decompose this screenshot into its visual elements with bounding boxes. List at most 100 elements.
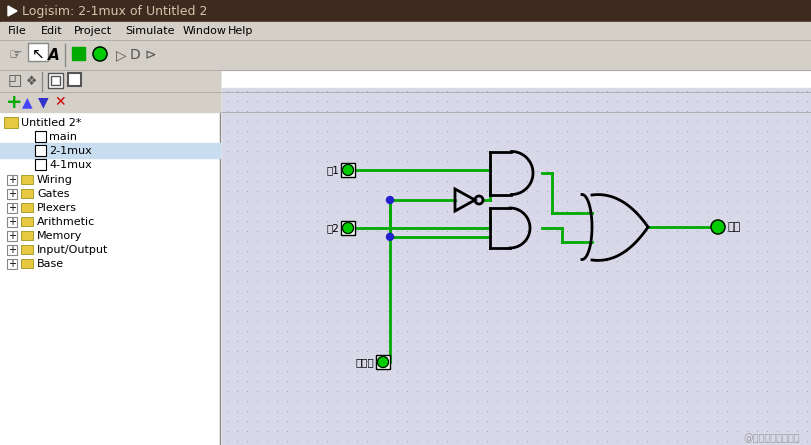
Point	[640, 307, 653, 315]
Point	[710, 388, 723, 395]
Point	[540, 337, 553, 344]
Point	[800, 297, 811, 304]
Point	[320, 117, 333, 125]
Point	[620, 368, 633, 375]
Point	[280, 198, 293, 205]
Point	[450, 397, 463, 405]
Point	[230, 227, 243, 235]
Point	[550, 328, 563, 335]
Bar	[0, 92, 220, 112]
Point	[400, 138, 413, 145]
Point	[370, 227, 383, 235]
Point	[360, 127, 373, 134]
Point	[330, 287, 343, 295]
Point	[680, 158, 693, 165]
Point	[740, 247, 753, 255]
Point	[650, 187, 663, 194]
Point	[629, 317, 642, 324]
Point	[400, 158, 413, 165]
Bar	[35, 159, 46, 170]
Point	[740, 158, 753, 165]
Point	[230, 388, 243, 395]
Point	[440, 127, 453, 134]
Point	[260, 408, 273, 415]
Point	[340, 127, 353, 134]
Point	[420, 297, 433, 304]
Point	[390, 267, 403, 275]
Point	[790, 238, 803, 245]
Point	[749, 397, 762, 405]
Point	[550, 107, 563, 114]
Point	[330, 388, 343, 395]
Point	[620, 287, 633, 295]
Point	[500, 178, 513, 185]
Point	[710, 227, 723, 235]
Point	[790, 357, 803, 364]
Point	[570, 357, 583, 364]
Point	[719, 127, 732, 134]
Point	[310, 417, 323, 425]
Point	[600, 357, 613, 364]
Point	[620, 437, 633, 445]
Point	[230, 287, 243, 295]
Point	[390, 408, 403, 415]
Point	[410, 337, 423, 344]
Point	[779, 277, 792, 284]
Point	[370, 287, 383, 295]
Point	[700, 107, 713, 114]
Point	[600, 167, 613, 174]
Point	[450, 107, 463, 114]
Point	[540, 167, 553, 174]
Point	[629, 297, 642, 304]
Point	[640, 287, 653, 295]
Point	[260, 138, 273, 145]
Point	[719, 417, 732, 425]
Point	[749, 167, 762, 174]
Point	[450, 328, 463, 335]
Point	[460, 357, 473, 364]
Point	[420, 178, 433, 185]
Point	[430, 238, 443, 245]
Point	[800, 178, 811, 185]
Point	[680, 97, 693, 105]
Circle shape	[710, 220, 724, 234]
Point	[460, 437, 473, 445]
Text: ✕: ✕	[54, 95, 66, 109]
Point	[360, 337, 373, 344]
Point	[470, 238, 483, 245]
Point	[230, 277, 243, 284]
Point	[290, 238, 303, 245]
Point	[460, 388, 473, 395]
Point	[629, 227, 642, 235]
Point	[490, 258, 503, 265]
Point	[480, 357, 493, 364]
Point	[610, 437, 623, 445]
Point	[760, 428, 773, 435]
Point	[510, 158, 523, 165]
Text: +: +	[8, 203, 16, 213]
Point	[790, 428, 803, 435]
Point	[590, 238, 603, 245]
Circle shape	[386, 233, 393, 240]
Point	[270, 267, 283, 275]
Point	[779, 127, 792, 134]
Point	[530, 218, 543, 225]
Point	[689, 198, 702, 205]
Point	[360, 408, 373, 415]
Point	[760, 317, 773, 324]
Point	[470, 428, 483, 435]
Point	[430, 117, 443, 125]
Point	[300, 328, 313, 335]
Point	[670, 167, 683, 174]
Point	[370, 428, 383, 435]
Point	[380, 107, 393, 114]
Point	[290, 117, 303, 125]
Point	[700, 368, 713, 375]
Point	[730, 368, 743, 375]
Point	[540, 267, 553, 275]
Point	[450, 87, 463, 94]
Point	[659, 317, 672, 324]
Point	[790, 227, 803, 235]
Point	[420, 307, 433, 315]
Text: Logisim: 2-1mux of Untitled 2: Logisim: 2-1mux of Untitled 2	[22, 4, 207, 17]
